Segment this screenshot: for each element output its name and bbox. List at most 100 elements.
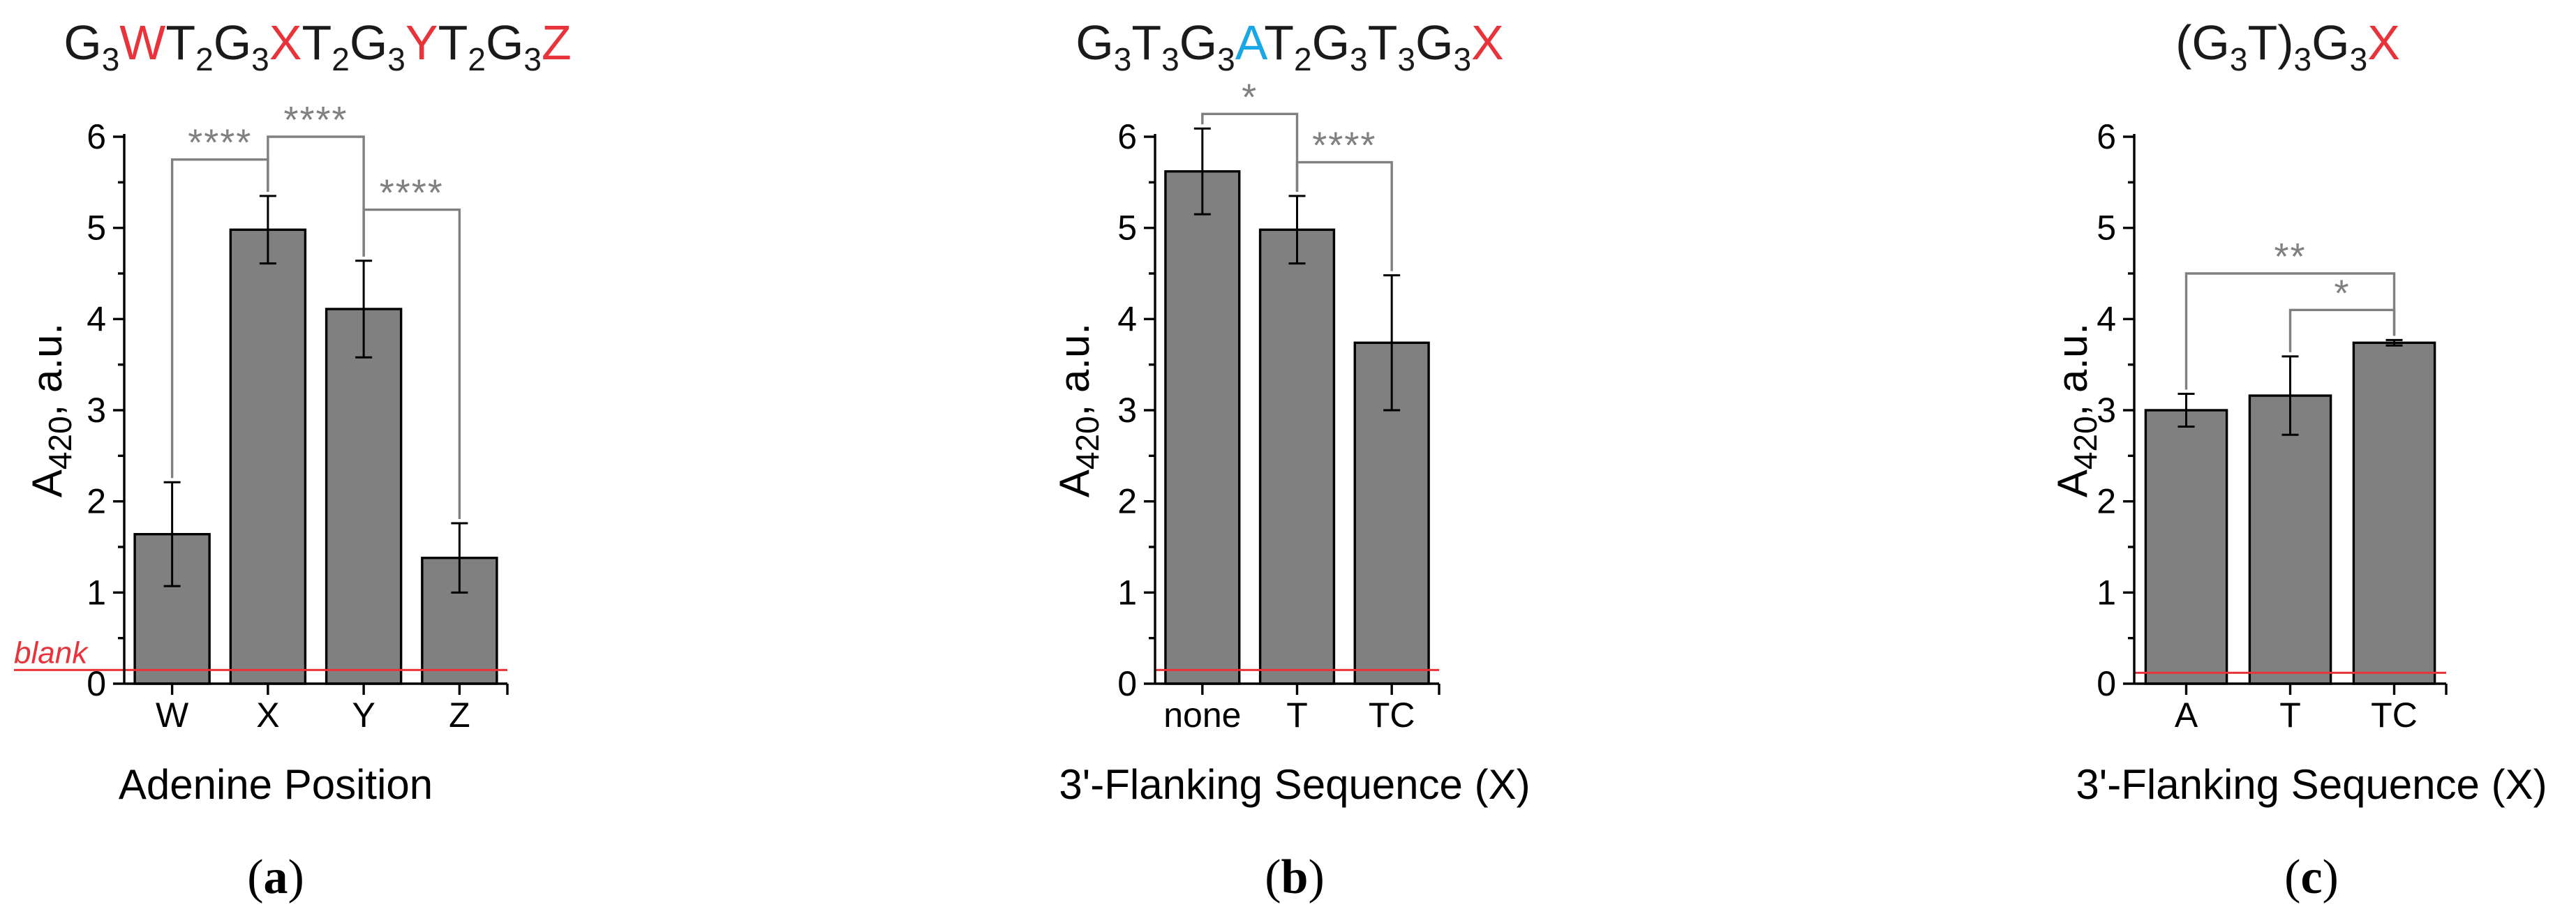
- title-part: 3: [251, 41, 269, 77]
- x-tick-label: TC: [2371, 696, 2418, 735]
- panel-label-letter: c: [2300, 850, 2322, 904]
- title-part: G: [2311, 15, 2349, 70]
- significance-label: ****: [283, 99, 348, 141]
- significance-label: **: [2274, 236, 2306, 278]
- y-tick-label: 4: [2097, 299, 2116, 338]
- bar-none: [1164, 170, 1241, 685]
- significance-label: ****: [380, 172, 444, 214]
- title-part: 3: [2350, 41, 2368, 77]
- title-part: T: [1368, 15, 1398, 70]
- y-title-tail: , a.u.: [24, 323, 70, 416]
- panel-title: G3WT2G3XT2G3YT2G3Z: [64, 15, 572, 77]
- x-tick-label: X: [256, 696, 279, 735]
- title-part: G: [350, 15, 387, 70]
- panel-label-open: (: [1265, 850, 1281, 904]
- y-title-sub: 420: [1069, 416, 1105, 470]
- y-tick-label: 5: [1117, 209, 1137, 248]
- x-axis-title: 3'-Flanking Sequence (X): [1059, 761, 1530, 808]
- significance-label: ****: [188, 122, 252, 164]
- y-tick-label: 5: [87, 209, 106, 248]
- title-part: A: [1235, 15, 1268, 70]
- y-tick-label: 0: [1117, 664, 1137, 703]
- x-tick-label: Z: [449, 696, 470, 735]
- panel-title: G3T3G3AT2G3T3G3X: [1075, 15, 1503, 77]
- y-tick-label: 2: [2097, 482, 2116, 521]
- panel-label: (b): [1265, 850, 1325, 904]
- y-axis-title: A420, a.u.: [1051, 323, 1105, 497]
- bar-TC: [2352, 341, 2436, 685]
- y-tick-label: 6: [87, 117, 106, 156]
- x-tick-label: W: [156, 696, 189, 735]
- panel-label-letter: b: [1281, 850, 1309, 904]
- bar-Y: [325, 308, 403, 685]
- title-part: 3: [1397, 41, 1415, 77]
- title-part: 2: [195, 41, 214, 77]
- title-part: Y: [405, 15, 438, 70]
- y-tick-label: 6: [2097, 117, 2116, 156]
- significance-bracket: [2288, 308, 2396, 352]
- title-part: Z: [542, 15, 572, 70]
- significance-label: *: [1242, 76, 1258, 118]
- y-title-main: A: [24, 470, 70, 497]
- title-part: T: [301, 15, 332, 70]
- x-tick-label: Y: [352, 696, 375, 735]
- y-tick-label: 6: [1117, 117, 1137, 156]
- y-tick-label: 3: [1117, 391, 1137, 430]
- title-part: G: [64, 15, 101, 70]
- bar-T: [1258, 228, 1336, 685]
- x-tick-label: A: [2175, 696, 2198, 735]
- y-tick-label: 1: [1117, 573, 1137, 612]
- y-title-main: A: [1051, 470, 1098, 497]
- x-axis-title: Adenine Position: [119, 761, 433, 808]
- significance-bracket: [362, 208, 461, 520]
- x-tick-label: none: [1163, 696, 1241, 735]
- title-part: 2: [332, 41, 350, 77]
- title-part: T: [1264, 15, 1294, 70]
- title-part: 3: [523, 41, 542, 77]
- significance-bracket: [1295, 160, 1393, 271]
- y-tick-label: 2: [1117, 482, 1137, 521]
- significance-label: *: [2334, 272, 2350, 314]
- significance-bracket: [2184, 272, 2396, 390]
- title-part: T): [2247, 15, 2293, 70]
- y-title-sub: 420: [42, 416, 78, 470]
- y-tick-label: 3: [2097, 391, 2116, 430]
- title-part: X: [1471, 15, 1504, 70]
- title-part: 3: [1217, 41, 1235, 77]
- significance-bracket: [267, 135, 365, 257]
- title-part: 2: [468, 41, 486, 77]
- title-part: T: [165, 15, 195, 70]
- y-axis-title: A420, a.u.: [24, 323, 78, 497]
- title-part: 3: [2230, 41, 2248, 77]
- bar-A: [2144, 409, 2228, 685]
- bar-X: [229, 228, 307, 685]
- title-part: G: [1415, 15, 1453, 70]
- y-axis-title: A420, a.u.: [2049, 323, 2104, 497]
- panel-title: (G3T)3G3X: [2175, 15, 2400, 77]
- y-tick-label: 1: [87, 573, 106, 612]
- y-tick-label: 3: [87, 391, 106, 430]
- title-part: X: [2367, 15, 2400, 70]
- x-tick-label: T: [1286, 696, 1308, 735]
- title-part: X: [269, 15, 302, 70]
- title-part: T: [438, 15, 468, 70]
- panel-label: (c): [2284, 850, 2339, 904]
- y-tick-label: 4: [87, 299, 106, 338]
- y-title-tail: , a.u.: [1051, 323, 1098, 416]
- title-part: G: [1075, 15, 1113, 70]
- y-tick-label: 0: [87, 664, 106, 703]
- title-part: 2: [1294, 41, 1312, 77]
- panel-label: (a): [247, 850, 304, 904]
- x-axis-title: 3'-Flanking Sequence (X): [2076, 761, 2547, 808]
- x-tick-label: T: [2279, 696, 2301, 735]
- y-tick-label: 5: [2097, 209, 2116, 248]
- y-tick-label: 4: [1117, 299, 1137, 338]
- title-part: 3: [1453, 41, 1471, 77]
- y-tick-label: 0: [2097, 664, 2116, 703]
- title-part: 3: [1114, 41, 1132, 77]
- bar-T: [2248, 394, 2332, 685]
- blank-label: blank: [14, 636, 89, 670]
